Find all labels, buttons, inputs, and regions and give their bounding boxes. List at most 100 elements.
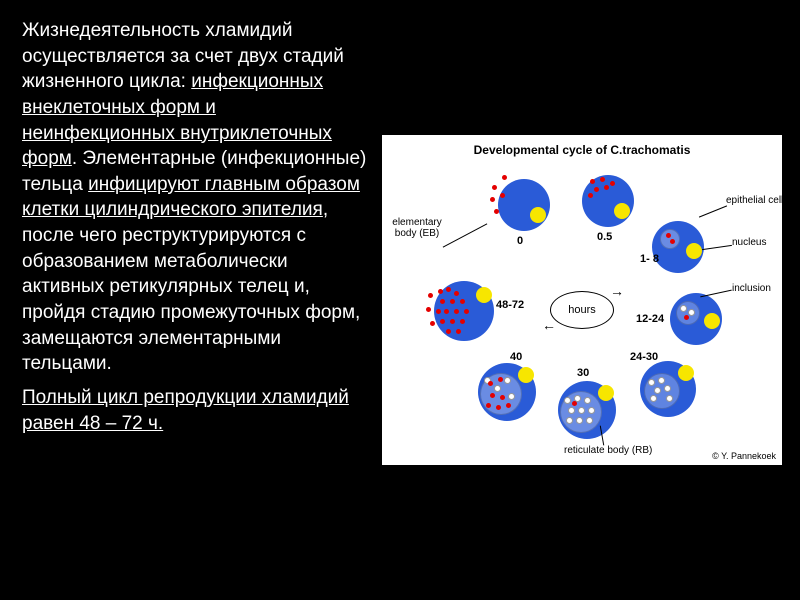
cell-stage-24-30 (640, 361, 696, 417)
eb-dot (670, 239, 675, 244)
eb-dot (486, 403, 491, 408)
rb-dot (568, 407, 575, 414)
lead-line (702, 245, 732, 250)
rb-dot (494, 385, 501, 392)
eb-dot (428, 293, 433, 298)
eb-dot (456, 329, 461, 334)
eb-dot (604, 185, 609, 190)
eb-dot (500, 193, 505, 198)
eb-dot (436, 309, 441, 314)
diagram-title: Developmental cycle of C.trachomatis (382, 143, 782, 157)
label-elementary-body: elementary body (EB) (388, 217, 446, 239)
label-inclusion: inclusion (732, 283, 771, 294)
eb-dot (490, 197, 495, 202)
paragraph-cycle-duration: Полный цикл репродукции хламидий равен 4… (22, 385, 368, 436)
paragraph-main: Жизнедеятельность хламидий осуществляетс… (22, 18, 368, 377)
eb-dot (500, 395, 505, 400)
eb-dot (460, 319, 465, 324)
rb-dot (586, 417, 593, 424)
time-label-40: 40 (510, 351, 522, 363)
eb-dot (454, 309, 459, 314)
eb-dot (490, 393, 495, 398)
rb-dot (666, 395, 673, 402)
eb-dot (494, 209, 499, 214)
time-label-0: 0 (517, 235, 523, 247)
eb-dot (440, 319, 445, 324)
text-column: Жизнедеятельность хламидий осуществляетс… (0, 0, 380, 600)
cell-stage-40 (478, 363, 536, 421)
rb-dot (564, 397, 571, 404)
nucleus-icon (598, 385, 614, 401)
eb-dot (446, 287, 451, 292)
lifecycle-diagram: Developmental cycle of C.trachomatis hou… (382, 135, 782, 465)
label-epithelial-cell: epithelial cell (726, 195, 783, 206)
hours-oval: hours (550, 291, 614, 329)
lead-line (700, 290, 732, 298)
time-label-48-72: 48-72 (496, 299, 524, 311)
eb-dot (440, 299, 445, 304)
eb-dot (438, 289, 443, 294)
eb-dot (450, 299, 455, 304)
rb-dot (654, 387, 661, 394)
cycle-arrow-icon: ← (542, 317, 556, 333)
time-label-24-30: 24-30 (630, 351, 658, 363)
cell-body (498, 179, 550, 231)
eb-dot (450, 319, 455, 324)
eb-dot (430, 321, 435, 326)
eb-dot (446, 329, 451, 334)
eb-dot (666, 233, 671, 238)
hours-label: hours (568, 304, 596, 316)
lead-line (699, 205, 727, 217)
time-label-12-24: 12-24 (636, 313, 664, 325)
nucleus-icon (686, 243, 702, 259)
nucleus-icon (476, 287, 492, 303)
eb-dot (600, 177, 605, 182)
time-label-1-8: 1- 8 (640, 253, 659, 265)
diagram-credit: © Y. Pannekoek (712, 451, 776, 461)
rb-dot (576, 417, 583, 424)
time-label-30: 30 (577, 367, 589, 379)
rb-dot (650, 395, 657, 402)
cell-stage-48-72 (434, 281, 494, 341)
rb-dot (680, 305, 687, 312)
label-nucleus: nucleus (732, 237, 766, 248)
eb-dot (506, 403, 511, 408)
eb-dot (444, 309, 449, 314)
eb-dot (498, 377, 503, 382)
cell-stage-12-24 (670, 293, 722, 345)
eb-dot (684, 315, 689, 320)
eb-dot (588, 193, 593, 198)
rb-dot (584, 397, 591, 404)
eb-dot (590, 179, 595, 184)
cell-stage-1-8 (652, 221, 704, 273)
eb-dot (426, 307, 431, 312)
eb-dot (464, 309, 469, 314)
diagram-column: Developmental cycle of C.trachomatis hou… (380, 0, 800, 600)
eb-dot (454, 291, 459, 296)
eb-dot (488, 381, 493, 386)
cell-stage-0-5 (582, 175, 634, 227)
rb-dot (508, 393, 515, 400)
rb-dot (658, 377, 665, 384)
rb-dot (664, 385, 671, 392)
eb-dot (492, 185, 497, 190)
rb-dot (578, 407, 585, 414)
rb-dot (566, 417, 573, 424)
eb-dot (572, 401, 577, 406)
eb-dot (460, 299, 465, 304)
lead-line (443, 223, 488, 247)
nucleus-icon (704, 313, 720, 329)
time-label-0-5: 0.5 (597, 231, 612, 243)
text-underline-duration: Полный цикл репродукции хламидий равен 4… (22, 387, 349, 434)
cell-stage-30 (558, 381, 616, 439)
cell-stage-0 (498, 179, 550, 231)
nucleus-icon (518, 367, 534, 383)
eb-dot (610, 181, 615, 186)
rb-dot (648, 379, 655, 386)
cycle-arrow-icon: → (610, 283, 624, 299)
nucleus-icon (614, 203, 630, 219)
text-seg: , после чего реструктурируются с образов… (22, 199, 360, 374)
nucleus-icon (678, 365, 694, 381)
eb-dot (502, 175, 507, 180)
nucleus-icon (530, 207, 546, 223)
